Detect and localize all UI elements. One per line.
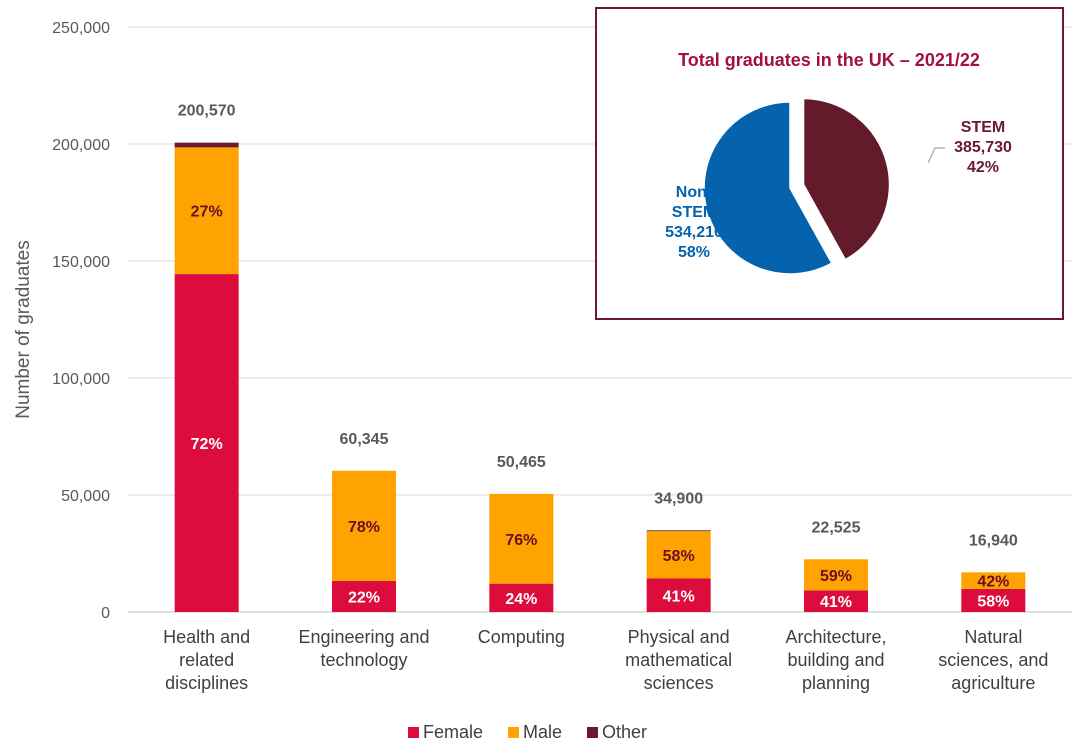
bar-segment-female — [489, 583, 554, 612]
pie-inset: Total graduates in the UK – 2021/22 STEM 3… — [595, 7, 1064, 320]
bar-group: 41% 58% 34,900 — [646, 490, 711, 612]
bar-segment-male — [174, 147, 239, 275]
segment-percent-label: 24% — [505, 591, 537, 608]
segment-percent-label: 58% — [663, 548, 695, 565]
bar-group: 72% 27% 200,570 — [174, 103, 239, 612]
legend-label-male: Male — [523, 722, 562, 742]
pie-label-stem: 42% — [967, 159, 999, 176]
x-category-label: mathematical — [625, 650, 732, 670]
bar-total-label: 34,900 — [654, 490, 703, 507]
segment-percent-label: 22% — [348, 589, 380, 606]
x-category-label: Health and — [163, 627, 250, 647]
pie-label-non-stem: 58% — [678, 244, 710, 261]
x-category-label: Architecture, — [785, 627, 886, 647]
bar-segment-other — [174, 142, 239, 148]
segment-percent-label: 42% — [977, 574, 1009, 591]
y-tick-label: 0 — [101, 605, 110, 622]
bar-segment-female — [804, 590, 868, 612]
x-category-label: Computing — [478, 627, 565, 647]
x-category-label: related — [179, 650, 234, 670]
segment-percent-label: 72% — [191, 436, 223, 453]
legend-swatch-other — [587, 727, 598, 738]
bar-total-label: 60,345 — [340, 431, 389, 448]
x-category-label: Engineering and — [298, 627, 429, 647]
pie-label-stem: 385,730 — [954, 139, 1012, 156]
x-category-label: Natural — [964, 627, 1022, 647]
y-tick-label: 100,000 — [52, 371, 110, 388]
x-category-label: building and — [787, 650, 884, 670]
y-tick-label: 200,000 — [52, 137, 110, 154]
legend-label-female: Female — [423, 722, 483, 742]
bar-segment-male — [332, 470, 396, 581]
x-category-label: Physical and — [628, 627, 730, 647]
bar-segment-female — [646, 578, 711, 612]
x-category-label: technology — [320, 650, 407, 670]
segment-percent-label: 41% — [663, 588, 695, 605]
bar-segment-male — [961, 572, 1026, 590]
bar-segment-male — [804, 559, 868, 591]
bar-segment-other — [646, 530, 711, 532]
x-category-label: sciences, and — [938, 650, 1048, 670]
segment-percent-label: 76% — [505, 532, 537, 549]
x-category-label: planning — [802, 673, 870, 693]
bar-segment-female — [332, 580, 396, 612]
segment-percent-label: 27% — [191, 204, 223, 221]
bar-group: 22% 78% 60,345 — [332, 431, 396, 612]
y-tick-label: 250,000 — [52, 20, 110, 37]
bar-group: 41% 59% 22,525 — [804, 519, 868, 612]
y-tick-label: 150,000 — [52, 254, 110, 271]
pie-label-non-stem: Non- — [676, 184, 712, 201]
y-tick-label: 50,000 — [61, 488, 110, 505]
x-category-label: disciplines — [165, 673, 248, 693]
pie-leader-line — [927, 147, 945, 164]
bar-segment-male — [489, 493, 554, 584]
bars: 72% 27% 200,570 22% 78% 60,345 24% 76% 50,465 41%… — [174, 103, 1026, 612]
legend-label-other: Other — [602, 722, 647, 742]
pie-title: Total graduates in the UK – 2021/22 — [678, 50, 980, 70]
bar-total-label: 16,940 — [969, 532, 1018, 549]
segment-percent-label: 58% — [977, 594, 1009, 611]
bar-group: 58% 42% 16,940 — [961, 532, 1026, 612]
x-axis: Health and related disciplines Engineering … — [163, 627, 1048, 693]
bar-total-label: 50,465 — [497, 454, 546, 471]
legend-swatch-male — [508, 727, 519, 738]
bar-group: 24% 76% 50,465 — [489, 454, 554, 612]
bar-segment-female — [961, 589, 1026, 612]
pie-label-stem: STEM — [961, 119, 1005, 136]
y-axis: 0 50,000 100,000 150,000 200,000 250,000 Numbe… — [13, 20, 110, 622]
x-category-label: agriculture — [951, 673, 1035, 693]
segment-percent-label: 78% — [348, 519, 380, 536]
bar-total-label: 22,525 — [812, 519, 861, 536]
pie-label-non-stem: STEM — [672, 204, 716, 221]
segment-percent-label: 41% — [820, 594, 852, 611]
legend-swatch-female — [408, 727, 419, 738]
x-category-label: sciences — [644, 673, 714, 693]
bar-segment-male — [646, 531, 711, 579]
bar-segment-female — [174, 274, 239, 612]
pie-slice-non-stem — [703, 101, 833, 275]
pie-label-non-stem: 534,210 — [665, 224, 723, 241]
pie-slice-stem — [802, 97, 891, 261]
segment-percent-label: 59% — [820, 568, 852, 585]
legend: Female Male Other — [408, 722, 647, 742]
y-axis-title: Number of graduates — [13, 240, 34, 419]
bar-total-label: 200,570 — [178, 103, 236, 120]
